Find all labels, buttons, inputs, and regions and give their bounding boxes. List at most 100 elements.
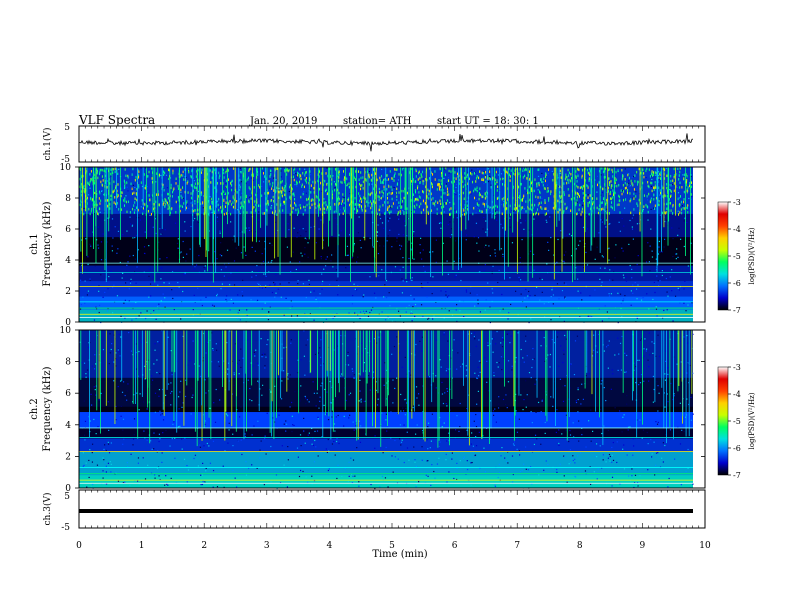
spectrogram-speckle	[153, 192, 155, 194]
spectrogram-speckle	[484, 263, 486, 266]
spectrogram-speckle	[93, 418, 95, 421]
spectrogram-speckle	[305, 397, 307, 399]
spectrogram-speckle	[373, 292, 376, 294]
spectrogram-emission	[665, 211, 667, 215]
spectrogram-emission	[665, 211, 667, 214]
spectrogram-speckle	[556, 471, 558, 473]
spectrogram-speckle	[630, 304, 632, 306]
spectrogram-speckle	[631, 176, 633, 178]
spectrogram-emission	[265, 208, 267, 212]
spectrogram-speckle	[300, 385, 302, 387]
spectrogram-speckle	[202, 360, 204, 362]
spectrogram-speckle	[390, 437, 392, 439]
spectrogram-speckle	[560, 232, 562, 234]
spectrogram-speckle	[188, 207, 190, 210]
spectrogram-speckle	[611, 369, 613, 371]
spectrogram-speckle	[94, 264, 96, 267]
spectrogram-emission	[548, 168, 550, 171]
ch1-waveform-panel: 5 -5 ch.1(V)	[42, 123, 706, 165]
spectrogram-speckle	[608, 340, 610, 342]
spectrogram-emission	[592, 197, 594, 200]
spectrogram-emission	[364, 205, 366, 208]
spectrogram-speckle	[400, 393, 402, 396]
spectrogram-speckle	[243, 215, 245, 218]
spectrogram-speckle	[180, 380, 182, 382]
spectrogram-emission	[194, 182, 196, 186]
spectrogram-emission	[227, 191, 229, 195]
spectrogram-speckle	[353, 243, 355, 245]
spectrogram-emission	[379, 176, 381, 180]
spectrogram-emission	[466, 175, 468, 179]
spectrogram-emission	[223, 171, 225, 175]
spectrogram-speckle	[618, 221, 620, 223]
spectrogram-emission	[207, 200, 209, 203]
spectrogram-emission	[621, 192, 623, 196]
spectrogram-emission	[613, 193, 615, 196]
spectrogram-emission	[338, 176, 340, 179]
spectrogram-speckle	[413, 234, 415, 236]
spectrogram-speckle	[387, 486, 389, 488]
spectrogram-speckle	[475, 425, 478, 428]
spectrogram-speckle	[624, 352, 626, 354]
spectrogram-speckle	[100, 259, 103, 261]
spectrogram-speckle	[80, 239, 83, 241]
spectrogram-speckle	[347, 351, 349, 354]
spectrogram-emission	[225, 170, 227, 174]
spectrogram-emission	[90, 196, 92, 200]
spectrogram-speckle	[159, 228, 161, 230]
spectrogram-speckle	[674, 458, 676, 460]
spectrogram-speckle	[505, 276, 507, 278]
spectrogram-speckle	[262, 181, 265, 183]
spectrogram-speckle	[358, 216, 360, 218]
spectrogram-speckle	[448, 172, 450, 174]
spectrogram-speckle	[147, 192, 149, 194]
spectrogram-speckle	[251, 464, 253, 466]
spectrogram-emission	[516, 207, 518, 210]
spectrogram-speckle	[264, 367, 266, 369]
spectrogram-speckle	[144, 365, 146, 367]
spectrogram-emission	[559, 169, 561, 173]
spectrogram-speckle	[131, 225, 133, 227]
spectrogram-speckle	[159, 212, 161, 215]
spectrogram-speckle	[298, 475, 301, 478]
spectrogram-emission	[211, 170, 213, 174]
spectrogram-emission	[187, 167, 189, 170]
spectrogram-speckle	[402, 410, 405, 412]
spectrogram-emission	[464, 183, 466, 187]
spectrogram-speckle	[632, 454, 634, 456]
spectrogram-speckle	[580, 403, 582, 405]
spectrogram-speckle	[160, 174, 162, 177]
spectrogram-speckle	[359, 239, 361, 242]
spectrogram-speckle	[344, 467, 346, 469]
spectrogram-speckle	[333, 181, 336, 183]
spectrogram-speckle	[122, 443, 124, 445]
spectrogram-speckle	[352, 459, 355, 461]
spectrogram-emission	[163, 201, 165, 204]
spectrogram-speckle	[230, 272, 232, 274]
station-label: station= ATH	[343, 116, 412, 127]
spectrogram-emission	[232, 201, 234, 204]
spectrogram-speckle	[392, 402, 394, 404]
spectrogram-speckle	[429, 251, 431, 253]
spectrogram-speckle	[600, 174, 602, 176]
spectrogram-speckle	[513, 444, 515, 446]
spectrogram-emission	[653, 173, 655, 177]
spectrogram-emission	[264, 192, 266, 195]
spectrogram-emission	[479, 170, 481, 173]
spectrogram-speckle	[287, 223, 289, 225]
spectrogram-speckle	[501, 337, 504, 339]
spectrogram-emission	[496, 189, 498, 192]
spectrogram-emission	[104, 174, 106, 178]
spectrogram-emission	[586, 184, 588, 187]
spectrogram-speckle	[363, 236, 365, 239]
spectrogram-speckle	[154, 392, 157, 394]
spectrogram-speckle	[518, 276, 520, 279]
spectrogram-emission	[172, 188, 174, 192]
spectrogram-speckle	[569, 387, 572, 389]
spectrogram-emission	[313, 186, 315, 190]
spectrogram-emission	[543, 186, 545, 190]
spectrogram-speckle	[483, 216, 485, 219]
spectrogram-speckle	[398, 216, 400, 218]
spectrogram-emission	[659, 191, 661, 195]
spectrogram-emission	[478, 197, 480, 201]
